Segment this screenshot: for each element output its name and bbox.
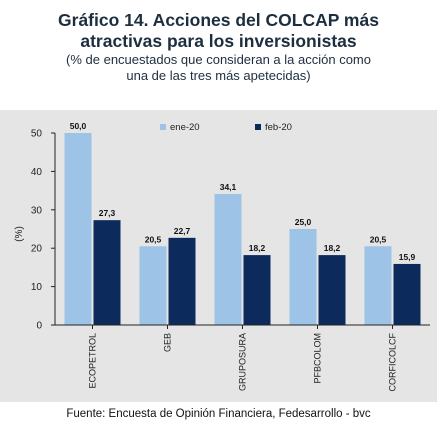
bar-value-label: 34,1 [220,182,237,192]
y-tick-label: 40 [31,167,43,178]
legend-label: feb-20 [265,122,292,133]
source-note: Fuente: Encuesta de Opinión Financiera, … [66,408,371,420]
category-label: PFBCOLOM [313,333,323,384]
chart-subtitle-line-1: (% de encuestados que consideran a la ac… [66,52,371,67]
legend-swatch-feb-20 [255,124,261,130]
legend-label: ene-20 [170,122,200,133]
y-axis-title: (%) [14,226,25,242]
category-label: ECOPETROL [88,333,98,389]
bar-feb-20 [168,237,196,325]
bar-feb-20 [93,220,121,325]
bar-value-label: 18,2 [249,243,266,253]
category-label: GRUPOSURA [238,333,248,391]
bar-feb-20 [318,255,346,325]
chart-title-line-2: atractivas para los inversionistas [80,31,357,51]
y-tick-label: 50 [31,129,43,140]
chart-title-line-1: Gráfico 14. Acciones del COLCAP más [58,10,379,30]
chart-subtitle-line-2: una de las tres más apetecidas) [126,68,311,83]
chart-header: Gráfico 14. Acciones del COLCAP más atra… [0,10,437,84]
bar-ene-20 [139,246,167,325]
bar-value-label: 20,5 [370,234,387,244]
y-tick-label: 20 [31,244,43,255]
bar-value-label: 50,0 [70,121,87,131]
bar-ene-20 [64,133,92,325]
bar-ene-20 [364,246,392,325]
bar-ene-20 [289,229,317,325]
legend-swatch-ene-20 [160,124,166,130]
y-tick-label: 10 [31,282,43,293]
bar-ene-20 [214,194,242,325]
bar-value-label: 22,7 [174,226,191,236]
bar-feb-20 [243,255,271,325]
y-tick-label: 30 [31,205,43,216]
category-label: CORFICOLCF [388,332,398,391]
y-tick-label: 0 [36,321,42,332]
bar-value-label: 18,2 [324,243,341,253]
bar-value-label: 15,9 [399,252,416,262]
bar-feb-20 [393,263,421,325]
bar-value-label: 25,0 [295,217,312,227]
category-label: GEB [163,333,173,352]
bar-value-label: 27,3 [99,208,116,218]
bar-value-label: 20,5 [145,234,162,244]
